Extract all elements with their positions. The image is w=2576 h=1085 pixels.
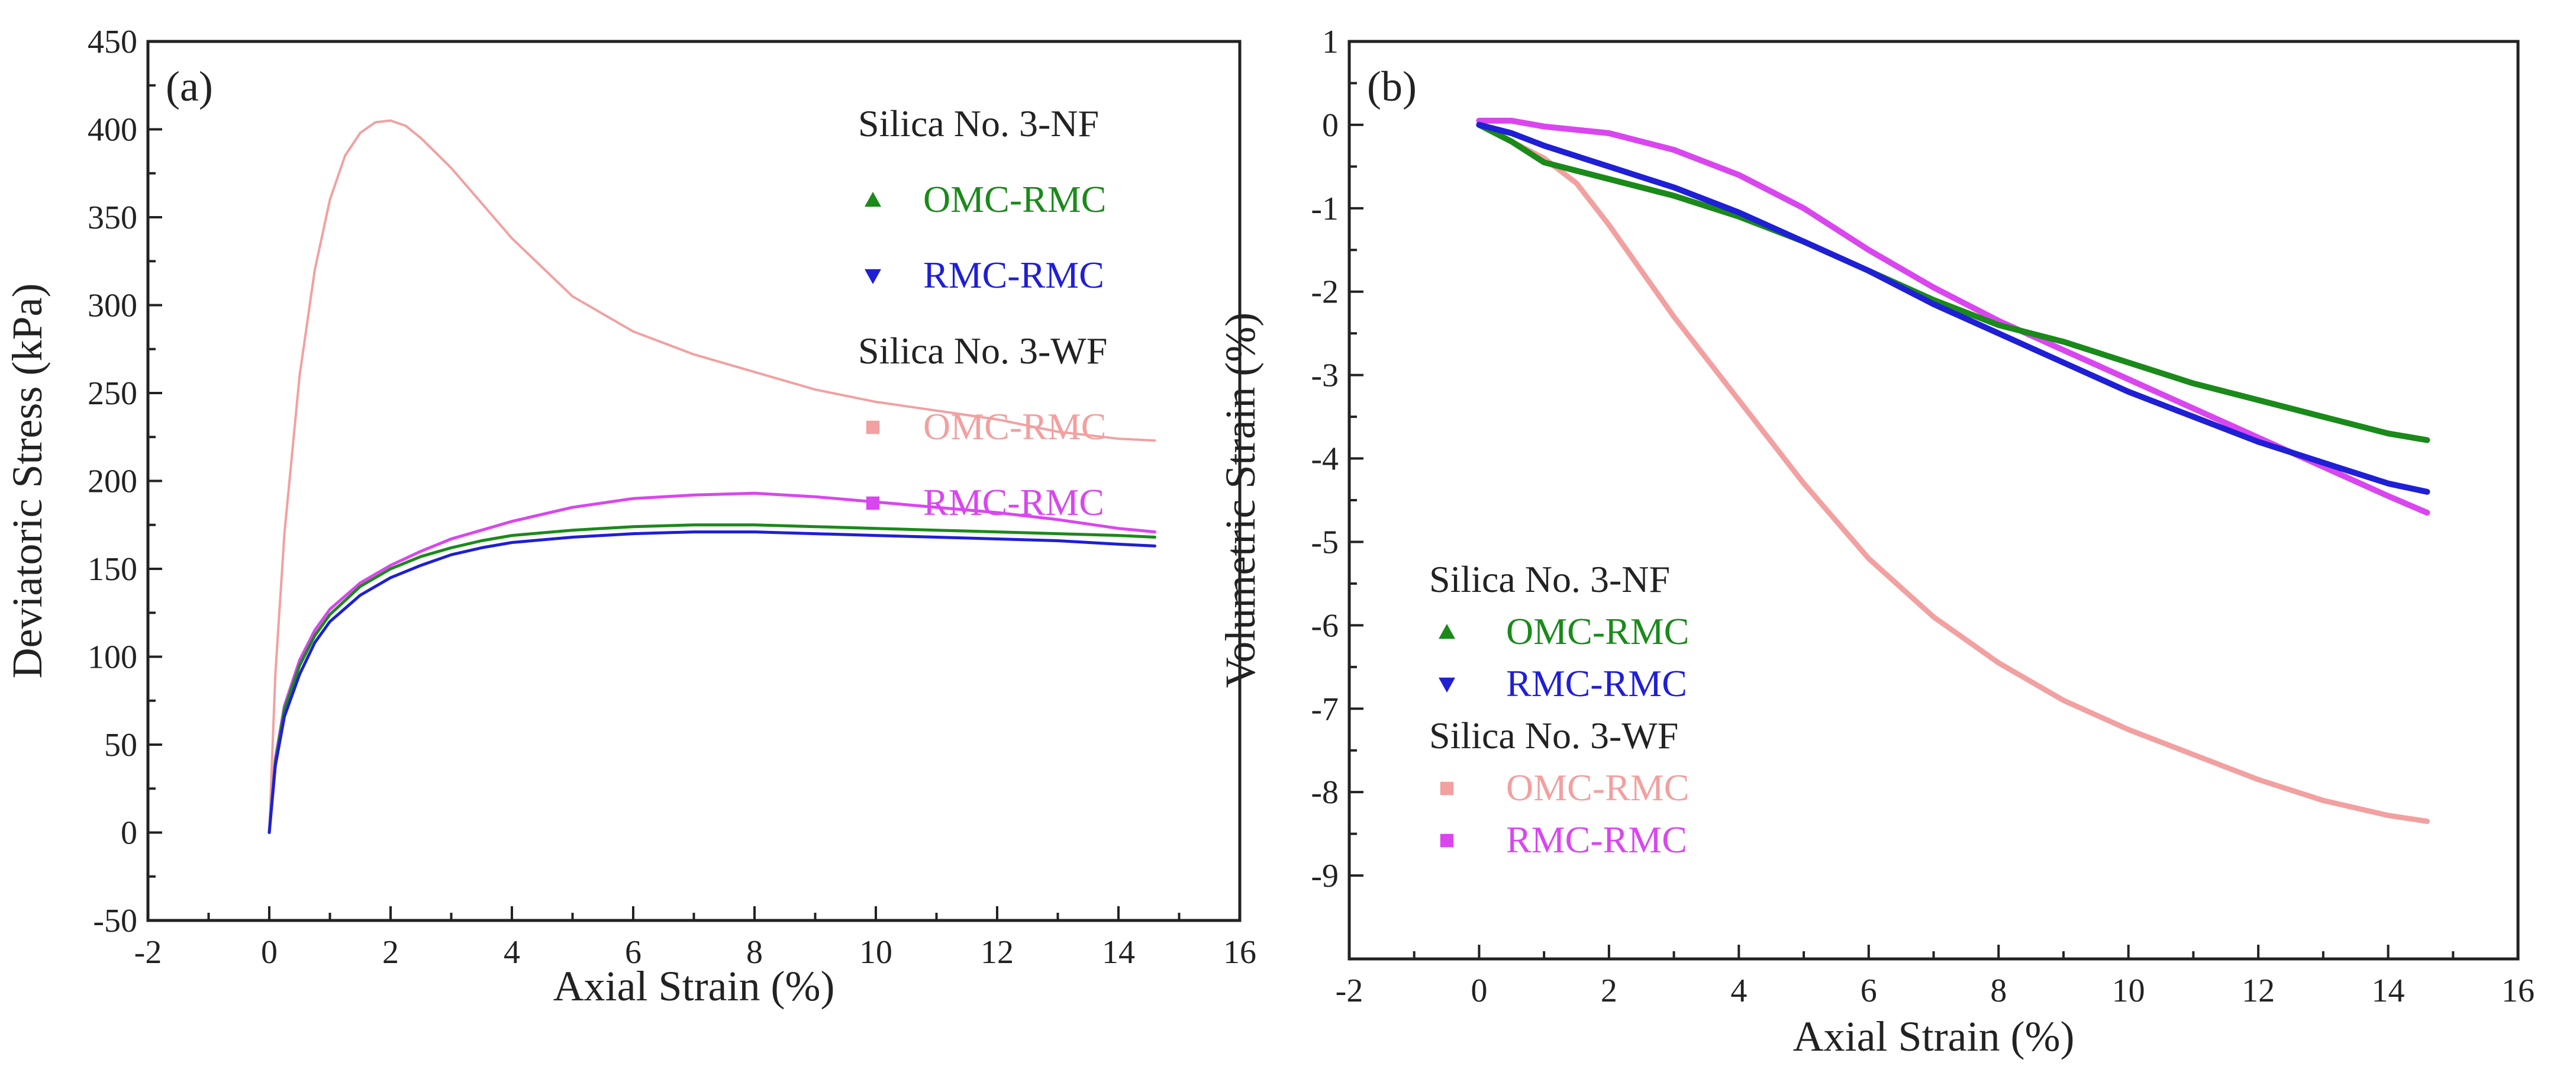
y-tick-label: 0 — [121, 815, 137, 852]
panel-a-y-axis-title: Deviatoric Stress (kPa) — [4, 284, 51, 679]
panel-a-x-axis-title: Axial Strain (%) — [553, 962, 835, 1010]
legend-marker-icon — [866, 420, 880, 434]
legend-entry-label: RMC-RMC — [1506, 819, 1687, 861]
y-tick-label: -7 — [1311, 691, 1339, 727]
x-tick-label: 2 — [1601, 973, 1617, 1009]
y-tick-label: 50 — [104, 727, 137, 764]
x-tick-label: 16 — [1223, 934, 1256, 971]
legend-group-title: Silica No. 3-WF — [858, 330, 1107, 372]
y-tick-label: 100 — [88, 639, 137, 676]
x-tick-label: 0 — [261, 934, 278, 971]
y-tick-label: 350 — [88, 199, 137, 236]
x-tick-label: 12 — [2242, 973, 2275, 1009]
legend-marker-icon — [866, 496, 880, 510]
legend-marker-icon — [1439, 624, 1455, 639]
panel-a-series — [267, 119, 1156, 834]
legend-entry-label: OMC-RMC — [1506, 610, 1689, 652]
panel-a-legend: Silica No. 3-NF OMC-RMC RMC-RMC Silica No. … — [858, 102, 1107, 523]
legend-group-title: Silica No. 3-NF — [1429, 558, 1670, 600]
legend-marker-icon — [865, 192, 881, 207]
panel-b-ticks — [1348, 40, 2519, 959]
panel-a-ticks — [147, 40, 1241, 922]
series-line — [1476, 122, 2430, 824]
series-line — [267, 491, 1156, 834]
panel-b-tick-labels: -2 0 2 4 6 8 10 12 14 16 -9 -8 -7 -6 -5 -4 -3 -2 -1 0 1 — [1311, 24, 2535, 1009]
legend-entry-label: OMC-RMC — [923, 178, 1106, 220]
legend-entry-label: OMC-RMC — [923, 405, 1106, 447]
legend-marker-icon — [1440, 833, 1454, 848]
x-tick-label: 8 — [1990, 973, 2007, 1009]
panel-a-label: (a) — [166, 63, 213, 110]
series-line — [267, 530, 1156, 834]
y-tick-label: -1 — [1311, 191, 1339, 227]
y-tick-label: -6 — [1311, 607, 1339, 644]
panel-b-series — [1476, 117, 2430, 824]
y-tick-label: 150 — [88, 551, 137, 588]
x-tick-label: 16 — [2501, 973, 2535, 1009]
panel-b-legend: Silica No. 3-NF OMC-RMC RMC-RMC Silica No. … — [1429, 558, 1689, 861]
y-tick-label: 300 — [88, 288, 137, 324]
y-tick-label: -4 — [1311, 441, 1339, 478]
panel-b-y-axis-title: Volumetric Strain (%) — [1217, 313, 1264, 688]
y-tick-label: -2 — [1311, 274, 1339, 311]
legend-marker-icon — [1440, 781, 1454, 796]
x-tick-label: -2 — [1336, 973, 1363, 1009]
series-line — [267, 523, 1156, 834]
y-tick-label: 1 — [1322, 24, 1339, 60]
panel-b-chart: -2 0 2 4 6 8 10 12 14 16-9-8-7-6-5-4-3-2-101 (b) … — [1217, 24, 2535, 1060]
panel-b-x-axis-title: Axial Strain (%) — [1793, 1013, 2075, 1060]
x-tick-label: -2 — [134, 934, 162, 971]
legend-entry-label: RMC-RMC — [923, 254, 1104, 296]
x-tick-label: 4 — [504, 934, 520, 971]
x-tick-label: 14 — [2372, 973, 2405, 1009]
panel-b-label: (b) — [1367, 63, 1417, 110]
legend-marker-icon — [865, 269, 881, 284]
x-tick-label: 2 — [382, 934, 399, 971]
x-tick-label: 4 — [1730, 973, 1747, 1009]
series-line — [268, 119, 1156, 834]
legend-entry-label: OMC-RMC — [1506, 767, 1689, 809]
y-tick-label: 400 — [88, 112, 137, 149]
x-tick-label: 0 — [1471, 973, 1487, 1009]
panel-a-chart: -2 0 2 4 6 8 10 12 14 16 -50 0 50 100 150 200 250 300 350 4… — [4, 24, 1256, 1010]
legend-entry-label: RMC-RMC — [923, 481, 1104, 523]
y-tick-label: -3 — [1311, 358, 1339, 394]
y-tick-label: -5 — [1311, 524, 1339, 561]
panel-a-tick-labels: -2 0 2 4 6 8 10 12 14 16 -50 0 50 100 150 200 250 300 350 4… — [88, 24, 1256, 971]
x-tick-label: 10 — [2112, 973, 2145, 1009]
series-line — [1476, 121, 2430, 495]
y-tick-label: 200 — [88, 463, 137, 500]
series-line — [1476, 121, 2430, 443]
y-tick-label: 450 — [88, 24, 137, 60]
y-tick-label: 250 — [88, 375, 137, 412]
y-tick-label: -50 — [93, 903, 137, 939]
legend-marker-icon — [1439, 677, 1455, 693]
y-tick-label: -8 — [1311, 774, 1339, 811]
legend-group-title: Silica No. 3-WF — [1429, 714, 1678, 756]
x-tick-label: 10 — [859, 934, 892, 971]
x-tick-label: 6 — [1861, 973, 1877, 1009]
legend-group-title: Silica No. 3-NF — [858, 102, 1099, 144]
y-tick-label: -9 — [1311, 858, 1339, 894]
y-tick-label: 0 — [1322, 107, 1339, 144]
x-tick-label: 8 — [746, 934, 763, 971]
legend-entry-label: RMC-RMC — [1506, 662, 1687, 704]
x-tick-label: 14 — [1102, 934, 1135, 971]
x-tick-label: 6 — [625, 934, 641, 971]
x-tick-label: 12 — [981, 934, 1014, 971]
